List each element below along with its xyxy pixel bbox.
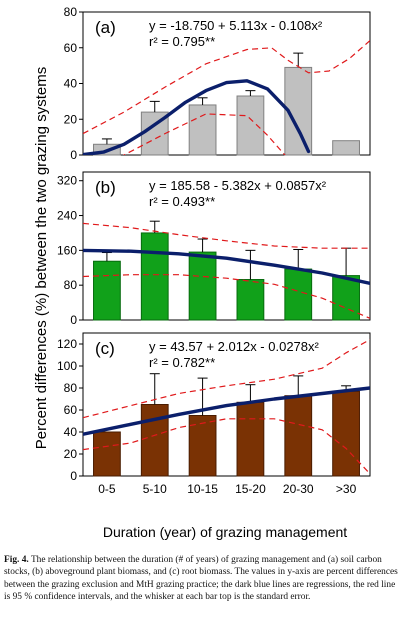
regression-line [83, 79, 311, 155]
panel-1: 0 20 40 60 80 (a) y = -18.750 + 5.113x - 0.108… [64, 5, 371, 162]
regression-equation: y = 43.57 + 2.012x - 0.0278x² [149, 339, 320, 354]
y-tick-label: 60 [64, 403, 78, 417]
plot-frame [82, 332, 371, 477]
panel-3: 0 20 40 60 80 100 120 (c) y = 43.57 + 2.012x - 0… [57, 332, 371, 483]
bar [93, 431, 121, 477]
bar [332, 275, 360, 321]
y-tick-label: 40 [64, 425, 78, 439]
x-tick-label: 20-30 [283, 482, 314, 496]
y-tick-label: 120 [57, 337, 77, 351]
panel-2: 0 80 160 240 320 (b) y = 185.58 - 5.382x + 0.0… [57, 171, 371, 327]
y-tick-label: 0 [70, 313, 77, 327]
ci-upper-line [83, 339, 370, 419]
r-squared: r² = 0.782** [149, 355, 215, 370]
y-tick-label: 320 [57, 174, 77, 188]
ci-lower-line [83, 418, 370, 475]
y-tick-label: 20 [64, 447, 78, 461]
bar [284, 268, 313, 321]
y-tick-label: 80 [64, 5, 78, 19]
y-tick-label: 100 [57, 359, 77, 373]
y-tick-label: 60 [64, 41, 78, 55]
bar [332, 390, 360, 477]
x-tick-label: 10-15 [187, 482, 218, 496]
r-squared: r² = 0.795** [149, 34, 215, 49]
panel-label: (a) [95, 18, 116, 37]
caption-label: Fig. 4. [4, 555, 29, 565]
y-tick-label: 240 [57, 209, 77, 223]
y-tick-label: 40 [64, 77, 78, 91]
figure-chart: Percent differences (%) between the two … [33, 5, 371, 540]
x-axis-label: Duration (year) of grazing management [103, 524, 347, 540]
r-squared: r² = 0.493** [149, 194, 215, 209]
bar [332, 140, 360, 156]
y-tick-label: 0 [70, 148, 77, 162]
regression-equation: y = 185.58 - 5.382x + 0.0857x² [149, 178, 327, 193]
y-tick-label: 80 [64, 381, 78, 395]
y-tick-label: 20 [64, 112, 78, 126]
bar [236, 95, 265, 156]
ci-lower-line [122, 113, 286, 155]
regression-line [83, 248, 370, 286]
caption-text: The relationship between the duration (#… [4, 555, 398, 603]
regression-equation: y = -18.750 + 5.113x - 0.108x² [149, 18, 323, 33]
figure-caption: Fig. 4. The relationship between the dur… [4, 554, 400, 604]
x-tick-label: 15-20 [235, 482, 266, 496]
x-tick-label: 5-10 [143, 482, 167, 496]
bar [236, 401, 265, 477]
bar [236, 279, 265, 321]
panel-label: (b) [95, 178, 116, 197]
x-tick-label: >30 [336, 482, 357, 496]
bar [188, 251, 217, 321]
plot-frame [82, 171, 371, 321]
x-tick-label: 0-5 [98, 482, 116, 496]
bar [140, 404, 169, 477]
ci-upper-line [83, 40, 370, 135]
ci-upper-line [83, 222, 370, 249]
bar [284, 395, 313, 477]
bar [140, 232, 169, 321]
y-tick-label: 80 [64, 278, 78, 292]
ci-lower-line [83, 274, 370, 319]
bar [188, 104, 217, 156]
panel-label: (c) [95, 339, 115, 358]
bar [93, 260, 121, 321]
y-axis-label: Percent differences (%) between the two … [33, 67, 50, 449]
y-tick-label: 160 [57, 243, 77, 257]
y-tick-label: 0 [70, 469, 77, 483]
regression-line [83, 386, 370, 436]
